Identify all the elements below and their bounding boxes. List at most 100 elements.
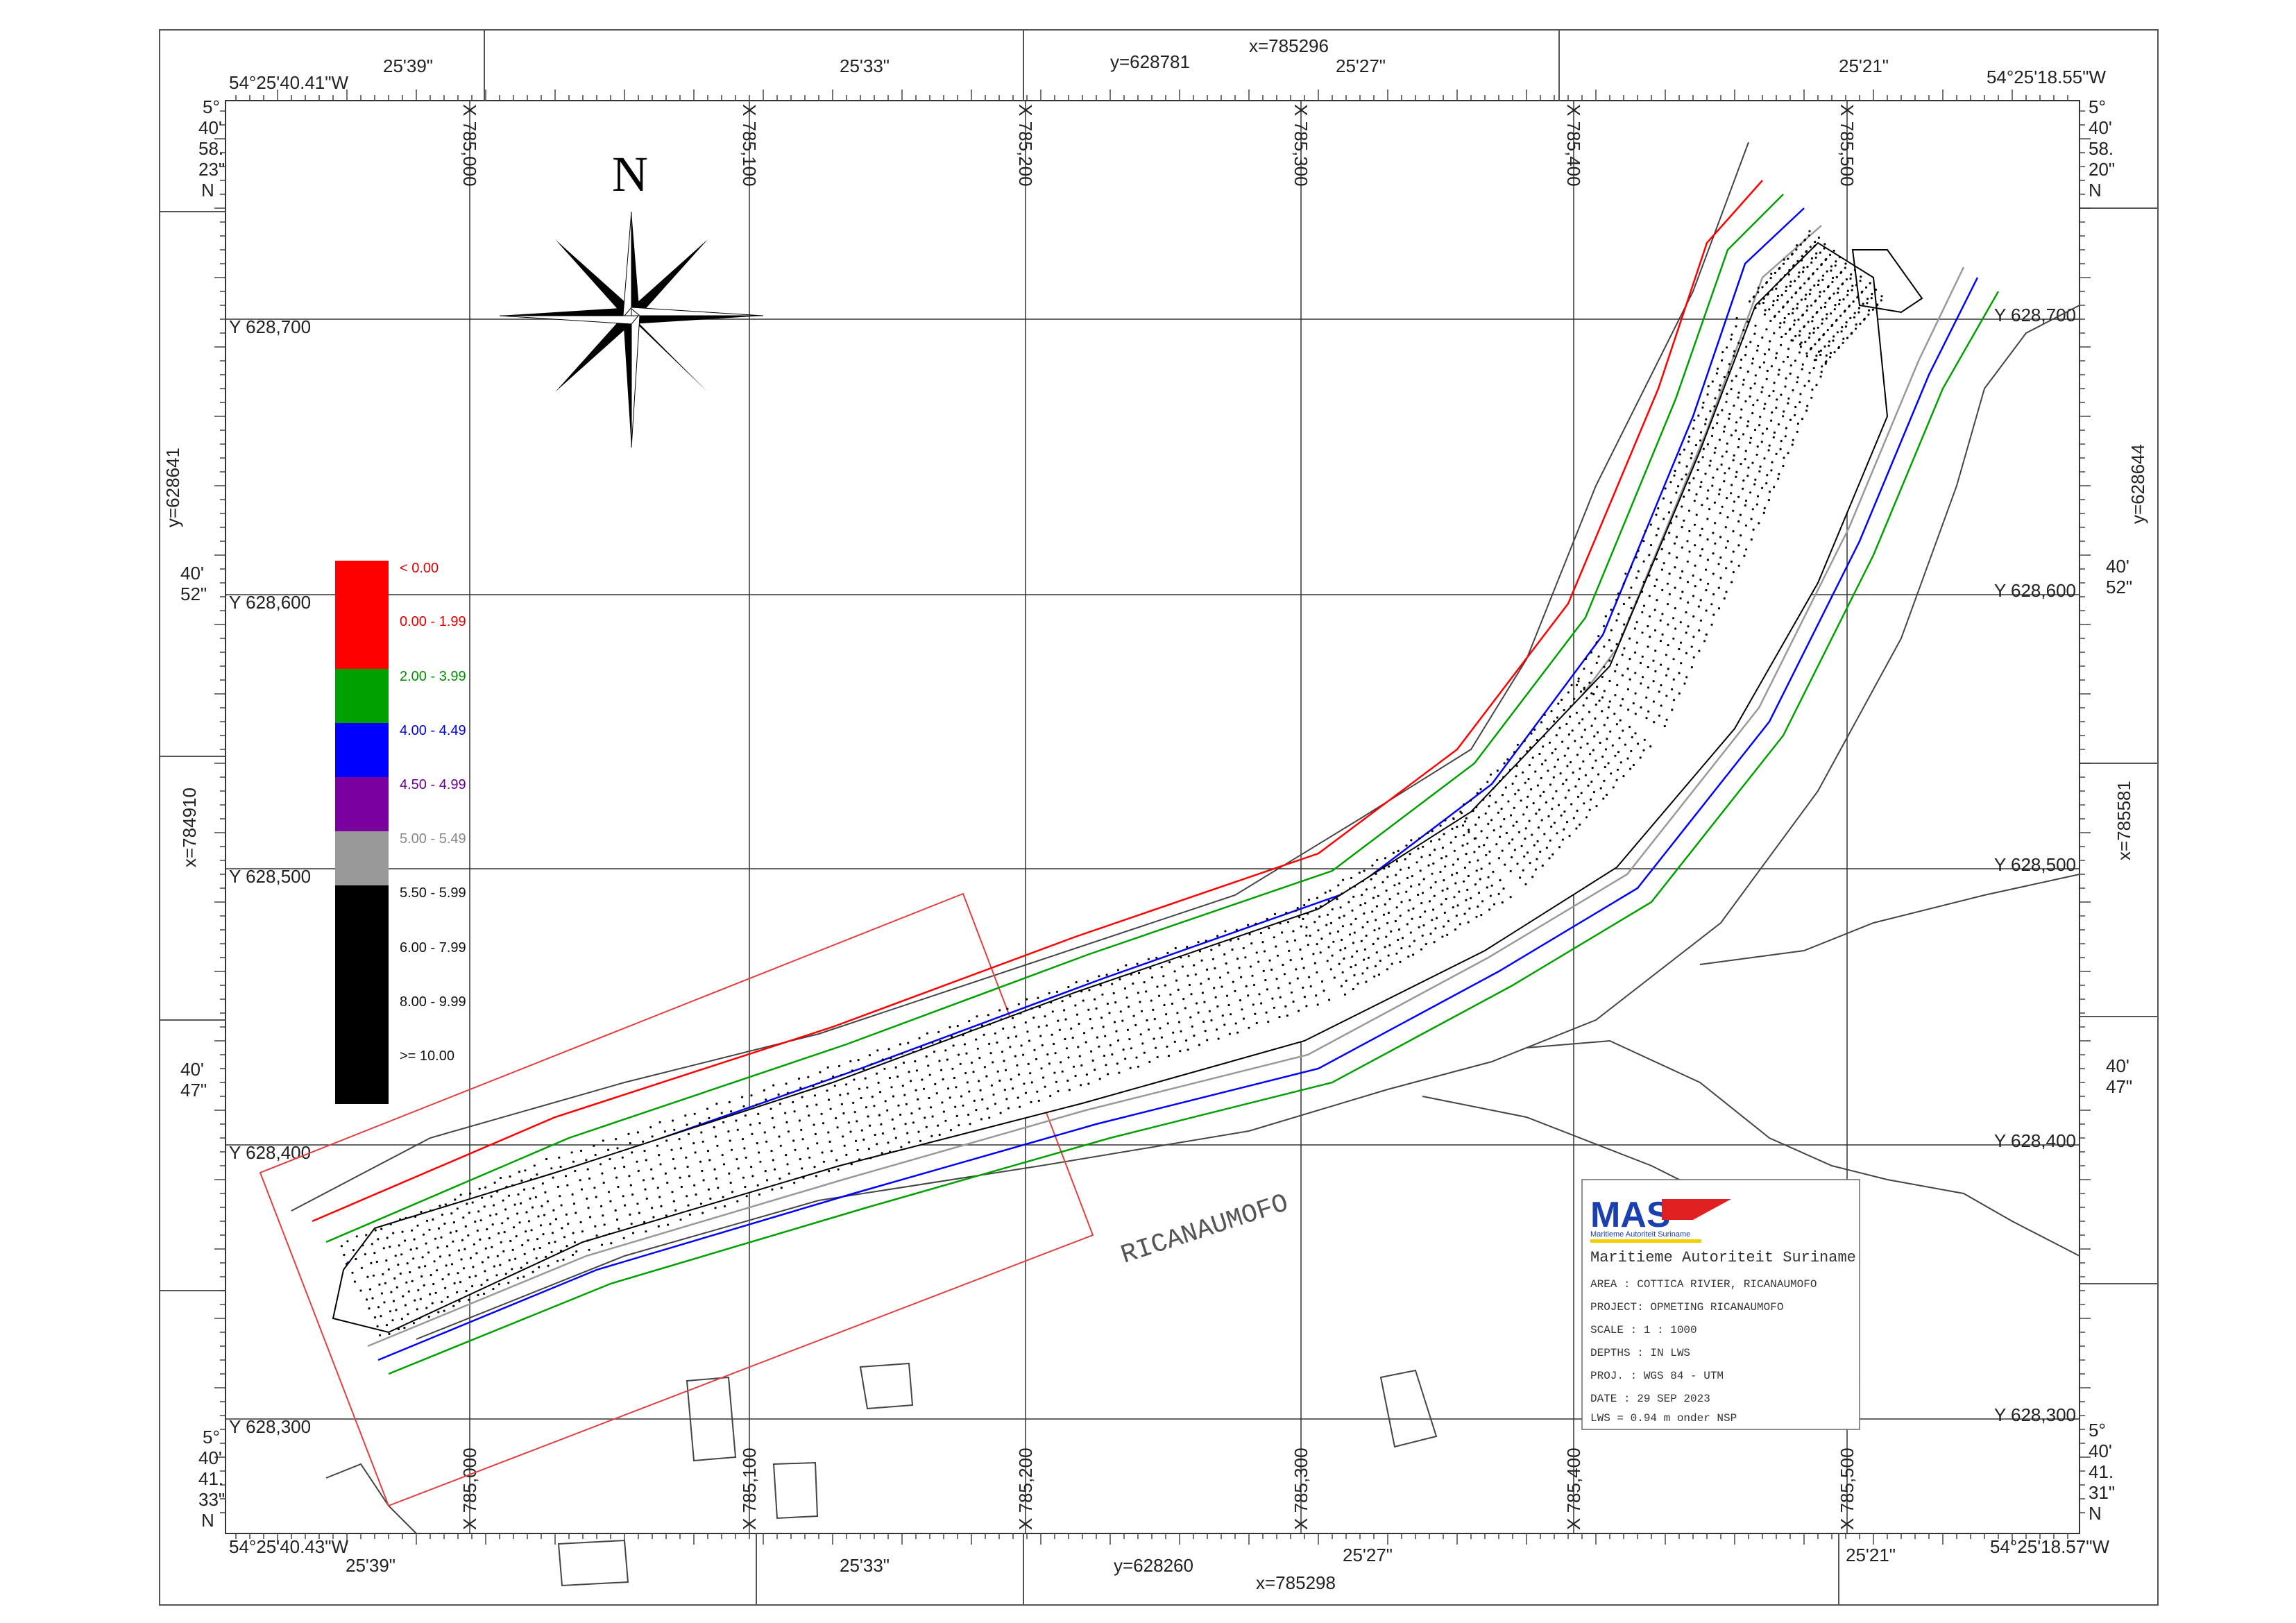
sounding-dot	[1171, 1002, 1173, 1005]
sounding-dot	[1347, 901, 1350, 903]
sounding-dot	[1441, 889, 1444, 892]
sounding-dot	[1815, 354, 1818, 357]
sounding-dot	[731, 1191, 734, 1193]
sounding-dot	[1817, 350, 1820, 353]
sounding-dot	[1075, 981, 1078, 984]
sounding-dot	[1630, 566, 1633, 569]
sounding-dot	[779, 1178, 781, 1180]
sounding-dot	[1095, 1007, 1098, 1010]
sounding-dot	[1534, 770, 1537, 773]
sounding-dot	[1105, 974, 1108, 976]
sounding-dot	[1401, 937, 1404, 940]
sounding-dot	[1418, 926, 1420, 928]
sounding-dot	[1742, 487, 1744, 491]
sounding-dot	[1597, 635, 1600, 638]
sounding-dot	[1446, 887, 1449, 890]
right-lat-top-deg: 5°	[2089, 96, 2106, 117]
sounding-dot	[1064, 1037, 1066, 1041]
sounding-dot	[530, 1229, 533, 1232]
sounding-dot	[822, 1122, 825, 1125]
sounding-dot	[1777, 423, 1780, 426]
sounding-dot	[630, 1223, 633, 1225]
sounding-dot	[1746, 321, 1749, 323]
sounding-dot	[1418, 837, 1421, 840]
sounding-dot	[1757, 291, 1760, 294]
sounding-dot	[1075, 1013, 1079, 1016]
sounding-dot	[564, 1175, 568, 1178]
sounding-dot	[1433, 941, 1436, 944]
sounding-dot	[484, 1270, 486, 1273]
sounding-dot	[531, 1206, 534, 1209]
sounding-dot	[1592, 692, 1595, 696]
sounding-dot	[1522, 869, 1524, 872]
sounding-dot	[1221, 985, 1223, 988]
sounding-dot	[1610, 629, 1613, 631]
sounding-dot	[1880, 295, 1883, 298]
sounding-dot	[1360, 940, 1363, 942]
sounding-dot	[1164, 984, 1166, 987]
sounding-dot	[1370, 878, 1372, 881]
sounding-dot	[378, 1283, 381, 1286]
sounding-dot	[1467, 874, 1470, 878]
sounding-dot	[1465, 853, 1468, 856]
sounding-dot	[1737, 445, 1740, 449]
sounding-dot	[452, 1221, 456, 1224]
sounding-dot	[1337, 884, 1340, 887]
sounding-dot	[1375, 905, 1379, 908]
sounding-dot	[1621, 654, 1624, 656]
sounding-dot	[884, 1100, 887, 1103]
sounding-dot	[1539, 794, 1542, 797]
sounding-dot	[1594, 717, 1597, 720]
sounding-dot	[702, 1179, 705, 1182]
sounding-dot	[1635, 556, 1638, 559]
sounding-dot	[900, 1146, 903, 1148]
sounding-dot	[458, 1300, 461, 1302]
sounding-dot	[1475, 806, 1478, 808]
sounding-dot	[1488, 794, 1491, 797]
sounding-dot	[1303, 996, 1306, 999]
sounding-dot	[1268, 959, 1271, 962]
sounding-dot	[1712, 593, 1715, 596]
sounding-dot	[1798, 401, 1801, 404]
sounding-dot	[1349, 887, 1352, 890]
sounding-dot	[1407, 866, 1410, 869]
sounding-dot	[1790, 296, 1793, 299]
sounding-dot	[1761, 432, 1764, 435]
sounding-dot	[1832, 292, 1835, 295]
sounding-dot	[520, 1266, 522, 1269]
sounding-dot	[1296, 907, 1299, 910]
sounding-dot	[1186, 946, 1189, 949]
sounding-dot	[886, 1109, 889, 1112]
sounding-dot	[865, 1106, 868, 1109]
sounding-dot	[448, 1273, 450, 1276]
sounding-dot	[1378, 927, 1381, 930]
sounding-dot	[1595, 759, 1597, 762]
sounding-dot	[1665, 674, 1668, 677]
sounding-dot	[1780, 393, 1783, 396]
right-lat-bottom-deg: 5°	[2089, 1420, 2106, 1441]
south-bank	[416, 305, 2080, 1340]
sounding-dot	[375, 1260, 378, 1264]
sounding-dot	[1514, 792, 1517, 795]
sounding-dot	[1686, 581, 1690, 584]
sounding-dot	[1356, 950, 1359, 953]
sounding-dot	[1104, 1035, 1107, 1037]
sounding-dot	[1631, 736, 1633, 739]
sounding-dot	[1481, 900, 1484, 903]
sounding-dot	[1167, 1055, 1171, 1057]
sounding-dot	[566, 1245, 568, 1248]
sounding-dot	[1111, 983, 1114, 985]
sounding-dot	[765, 1098, 767, 1101]
sounding-dot	[618, 1227, 620, 1230]
sounding-dot	[1626, 668, 1629, 670]
sounding-dot	[1679, 641, 1683, 644]
sounding-dot	[511, 1184, 514, 1187]
sounding-dot	[1714, 397, 1717, 400]
sounding-dot	[1728, 363, 1731, 366]
sounding-dot	[1293, 939, 1297, 942]
sounding-dot	[1709, 459, 1712, 462]
sounding-dot	[1412, 907, 1415, 910]
sounding-dot	[1730, 484, 1733, 486]
sounding-dot	[1446, 933, 1449, 936]
sounding-dot	[543, 1214, 546, 1216]
